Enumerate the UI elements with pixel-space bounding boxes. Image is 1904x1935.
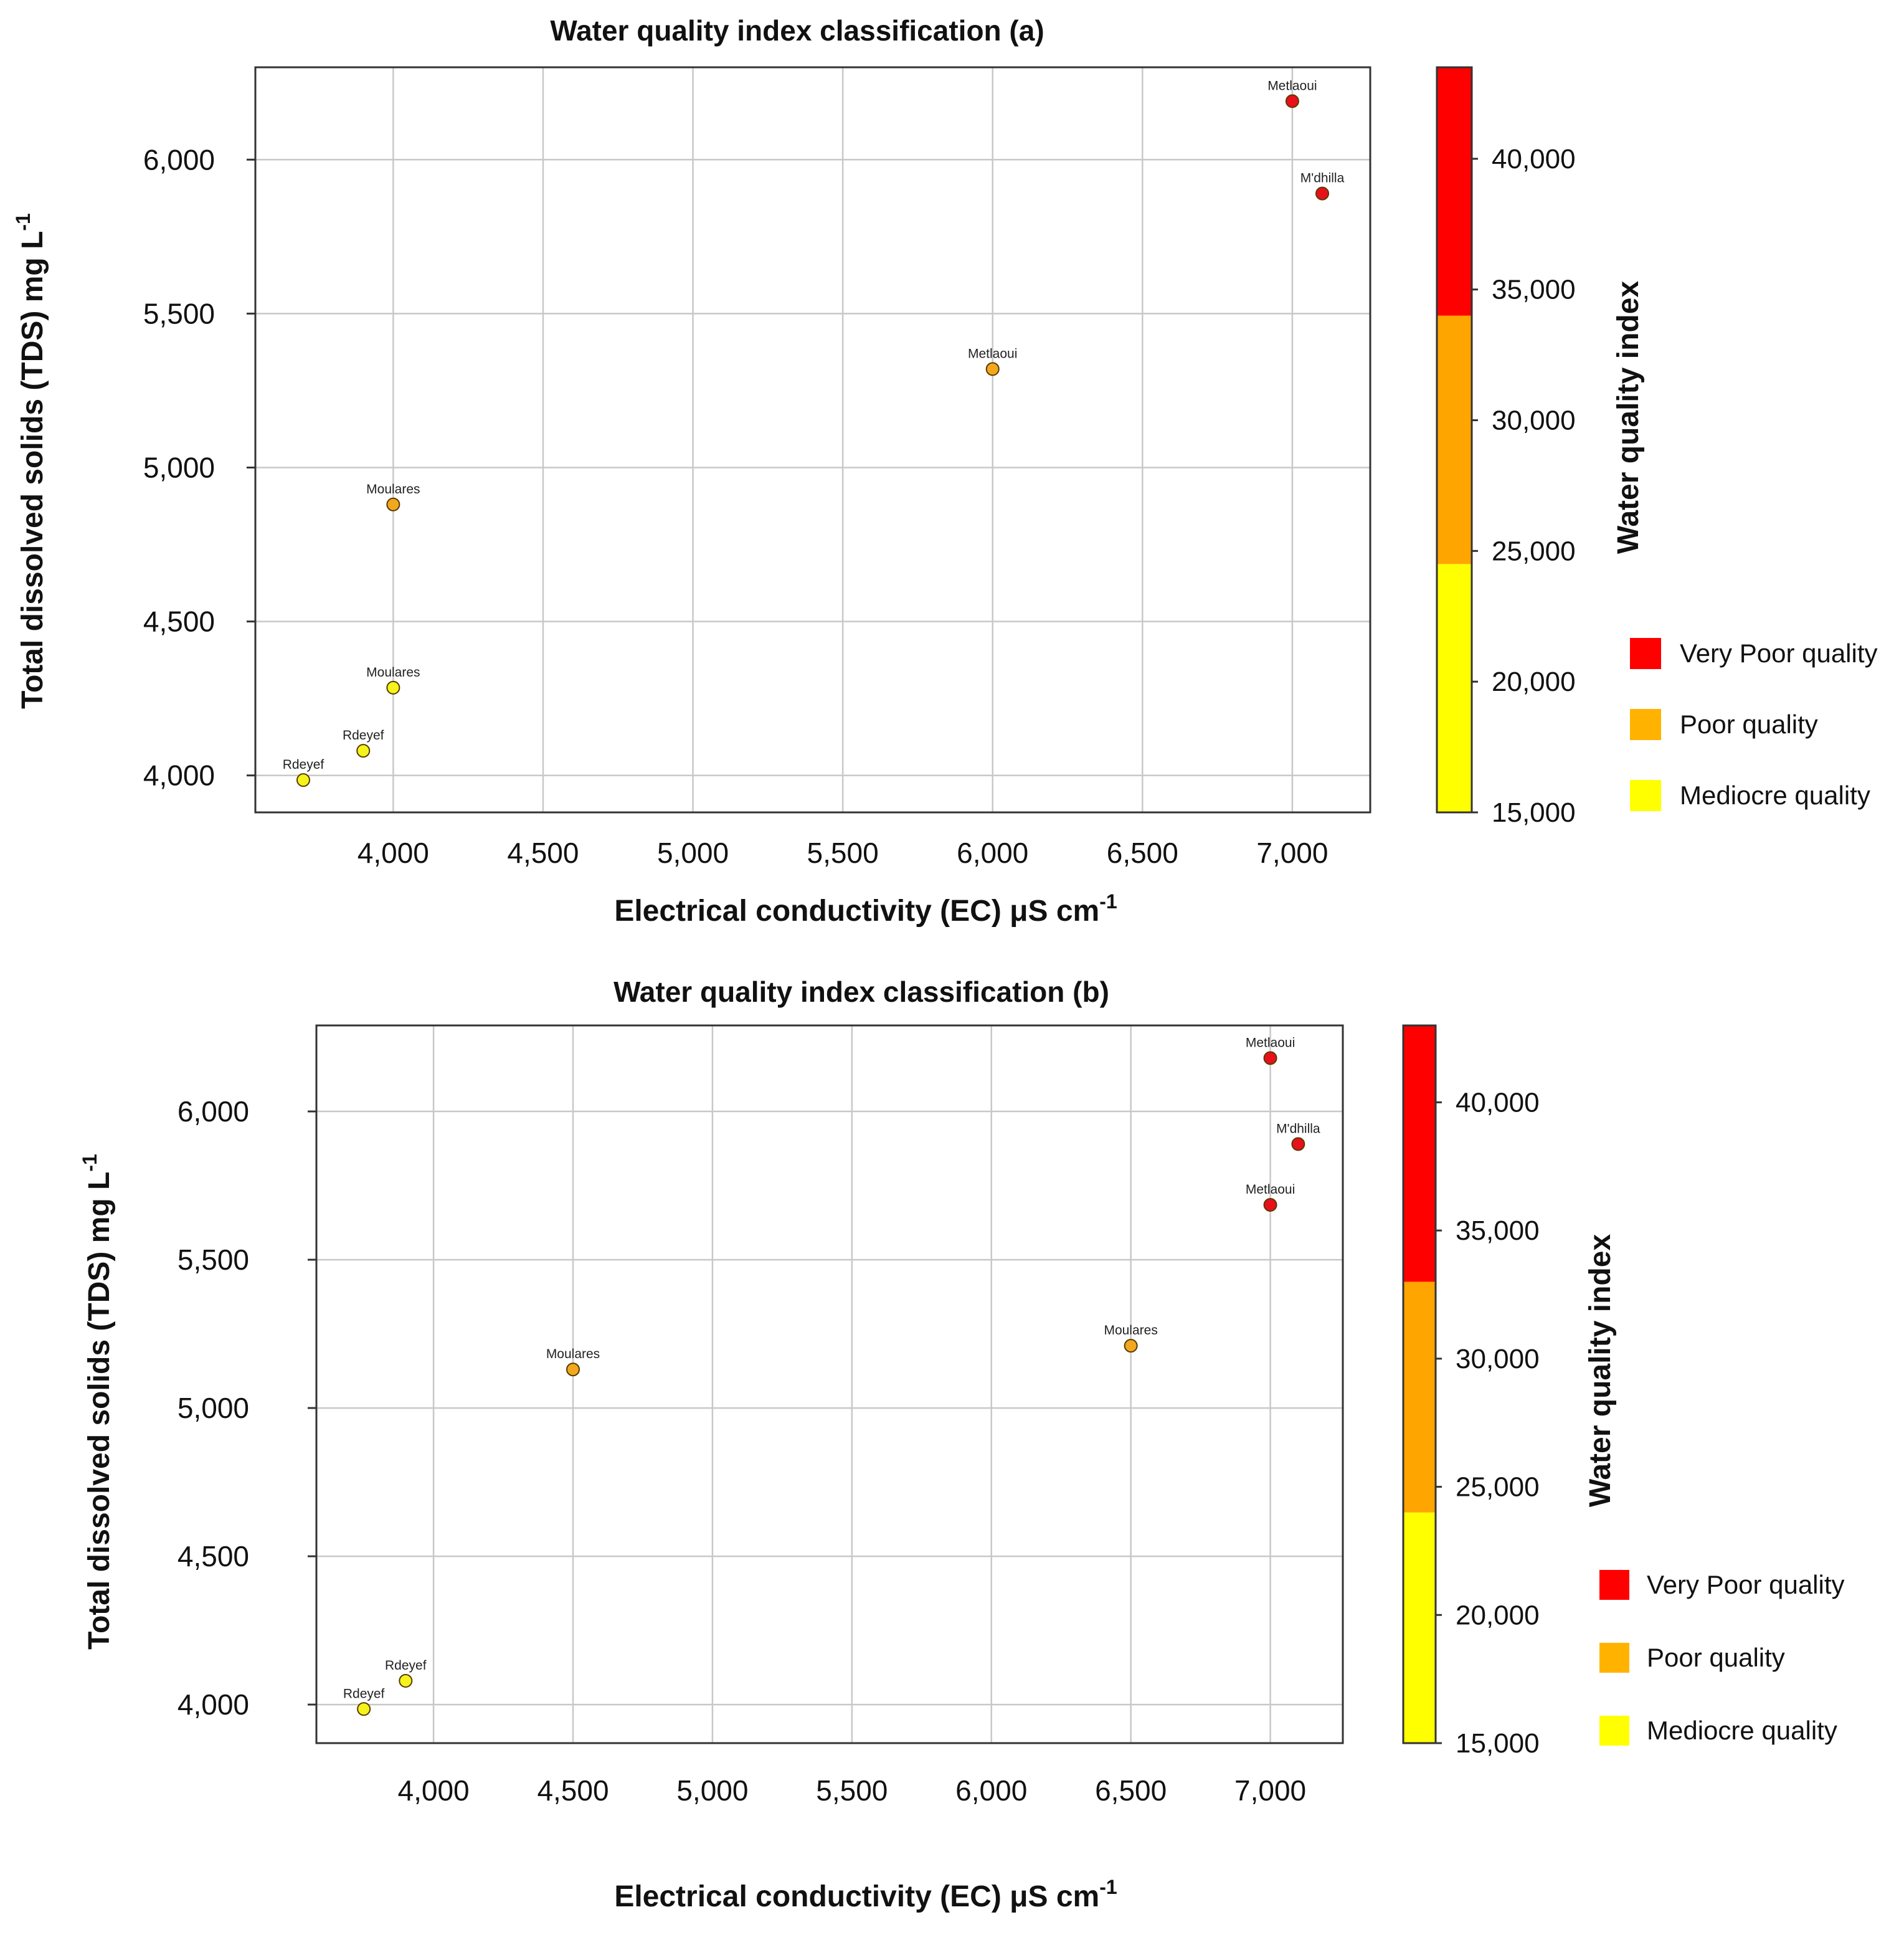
legend-label: Very Poor quality <box>1680 639 1878 668</box>
x-tick-label: 4,000 <box>358 837 429 869</box>
data-point-label: Moulares <box>366 665 420 680</box>
chart-b: Water quality index classification (b) 4,… <box>78 976 1845 1913</box>
data-point-label: M'dhilla <box>1276 1121 1320 1136</box>
data-point <box>1285 94 1299 108</box>
plot-area <box>315 1024 1344 1744</box>
data-point <box>985 362 1000 376</box>
colorbar-title: Water quality index <box>1612 281 1645 554</box>
colorbar-band <box>1437 564 1472 812</box>
chart-a: Water quality index classification (a) 4,… <box>12 14 1878 928</box>
x-tick-label: 6,000 <box>957 837 1028 869</box>
data-point-label: Metlaoui <box>968 346 1017 361</box>
colorbar-tick-label: 40,000 <box>1492 144 1576 174</box>
colorbar-tick-label: 35,000 <box>1492 275 1576 305</box>
colorbar-border <box>1436 66 1473 814</box>
data-point <box>1263 1198 1277 1212</box>
colorbar-tick-label: 15,000 <box>1492 797 1576 828</box>
chart-title: Water quality index classification (b) <box>613 976 1109 1008</box>
x-tick-label: 6,500 <box>1095 1774 1167 1807</box>
data-point <box>1291 1137 1305 1151</box>
chart-title: Water quality index classification (a) <box>550 14 1044 47</box>
x-tick-label: 4,000 <box>398 1774 470 1807</box>
data-point <box>1315 186 1330 201</box>
data-point <box>357 1702 371 1716</box>
data-point-label: Rdeyef <box>343 1686 385 1701</box>
x-axis-label: Electrical conductivity (EC) μS cm-1 <box>614 890 1117 928</box>
x-axis-label: Electrical conductivity (EC) μS cm-1 <box>614 1876 1117 1913</box>
data-point-label: Rdeyef <box>283 758 324 772</box>
colorbar-band <box>1403 1025 1436 1282</box>
x-tick-label: 5,500 <box>807 837 879 869</box>
data-point-label: Metlaoui <box>1246 1035 1295 1050</box>
y-tick-label: 5,500 <box>143 297 215 330</box>
x-tick-label: 6,500 <box>1107 837 1178 869</box>
data-point <box>1263 1051 1277 1065</box>
y-tick-label: 4,500 <box>143 606 215 638</box>
data-point-label: Rdeyef <box>343 728 384 743</box>
data-point <box>356 744 371 758</box>
x-tick-label: 5,500 <box>816 1774 888 1807</box>
data-point <box>386 497 400 511</box>
colorbar-tick-label: 20,000 <box>1456 1600 1540 1630</box>
y-axis-label: Total dissolved solids (TDS) mg L-1 <box>78 1154 116 1650</box>
colorbar-title: Water quality index <box>1584 1234 1617 1508</box>
legend-swatch <box>1630 780 1661 811</box>
data-point-label: Moulares <box>546 1347 600 1361</box>
legend-swatch <box>1599 1570 1629 1600</box>
data-point <box>296 773 310 787</box>
legend-swatch <box>1599 1643 1629 1673</box>
colorbar-tick-label: 30,000 <box>1492 406 1576 436</box>
legend-swatch <box>1599 1716 1629 1746</box>
y-tick-label: 5,000 <box>178 1392 249 1424</box>
x-tick-label: 5,000 <box>676 1774 748 1807</box>
colorbar-tick-label: 35,000 <box>1456 1215 1540 1246</box>
data-point-label: Metlaoui <box>1267 78 1317 93</box>
x-tick-label: 4,500 <box>507 837 579 869</box>
legend-swatch <box>1630 709 1661 740</box>
data-point-label: M'dhilla <box>1300 171 1345 186</box>
colorbar-band <box>1437 315 1472 564</box>
y-tick-label: 6,000 <box>178 1095 249 1128</box>
colorbar-tick-label: 40,000 <box>1456 1087 1540 1118</box>
legend-label: Poor quality <box>1647 1643 1785 1672</box>
data-point <box>399 1674 413 1688</box>
y-tick-label: 4,000 <box>178 1688 249 1721</box>
legend-label: Very Poor quality <box>1647 1570 1845 1599</box>
data-point-label: Moulares <box>366 482 420 497</box>
plot-border <box>315 1024 1344 1744</box>
data-point <box>1124 1339 1138 1353</box>
legend-swatch <box>1630 638 1661 669</box>
colorbar-border <box>1402 1024 1437 1744</box>
plot-border <box>254 66 1371 814</box>
x-tick-label: 7,000 <box>1256 837 1328 869</box>
legend-label: Poor quality <box>1680 710 1818 739</box>
x-tick-label: 6,000 <box>955 1774 1027 1807</box>
colorbar-band <box>1437 67 1472 316</box>
y-tick-label: 6,000 <box>143 143 215 176</box>
plot-area <box>254 66 1371 814</box>
legend-label: Mediocre quality <box>1647 1716 1837 1745</box>
legend-label: Mediocre quality <box>1680 781 1870 810</box>
colorbar-tick-label: 25,000 <box>1456 1472 1540 1503</box>
data-point-label: Moulares <box>1104 1323 1157 1338</box>
data-point <box>386 680 400 695</box>
data-point-label: Rdeyef <box>385 1658 427 1673</box>
data-point <box>566 1362 580 1377</box>
y-tick-label: 5,000 <box>143 451 215 483</box>
data-point-label: Metlaoui <box>1246 1182 1295 1197</box>
colorbar-tick-label: 20,000 <box>1492 667 1576 697</box>
y-tick-label: 5,500 <box>178 1243 249 1276</box>
colorbar-band <box>1403 1281 1436 1513</box>
x-tick-label: 5,000 <box>657 837 729 869</box>
colorbar-tick-label: 15,000 <box>1456 1728 1540 1759</box>
x-tick-label: 4,500 <box>537 1774 609 1807</box>
colorbar-tick-label: 30,000 <box>1456 1344 1540 1374</box>
x-tick-label: 7,000 <box>1234 1774 1306 1807</box>
y-tick-label: 4,000 <box>143 759 215 792</box>
colorbar-band <box>1403 1512 1436 1743</box>
y-axis-label: Total dissolved solids (TDS) mg L-1 <box>12 213 49 709</box>
y-tick-label: 4,500 <box>178 1540 249 1572</box>
colorbar-tick-label: 25,000 <box>1492 536 1576 566</box>
